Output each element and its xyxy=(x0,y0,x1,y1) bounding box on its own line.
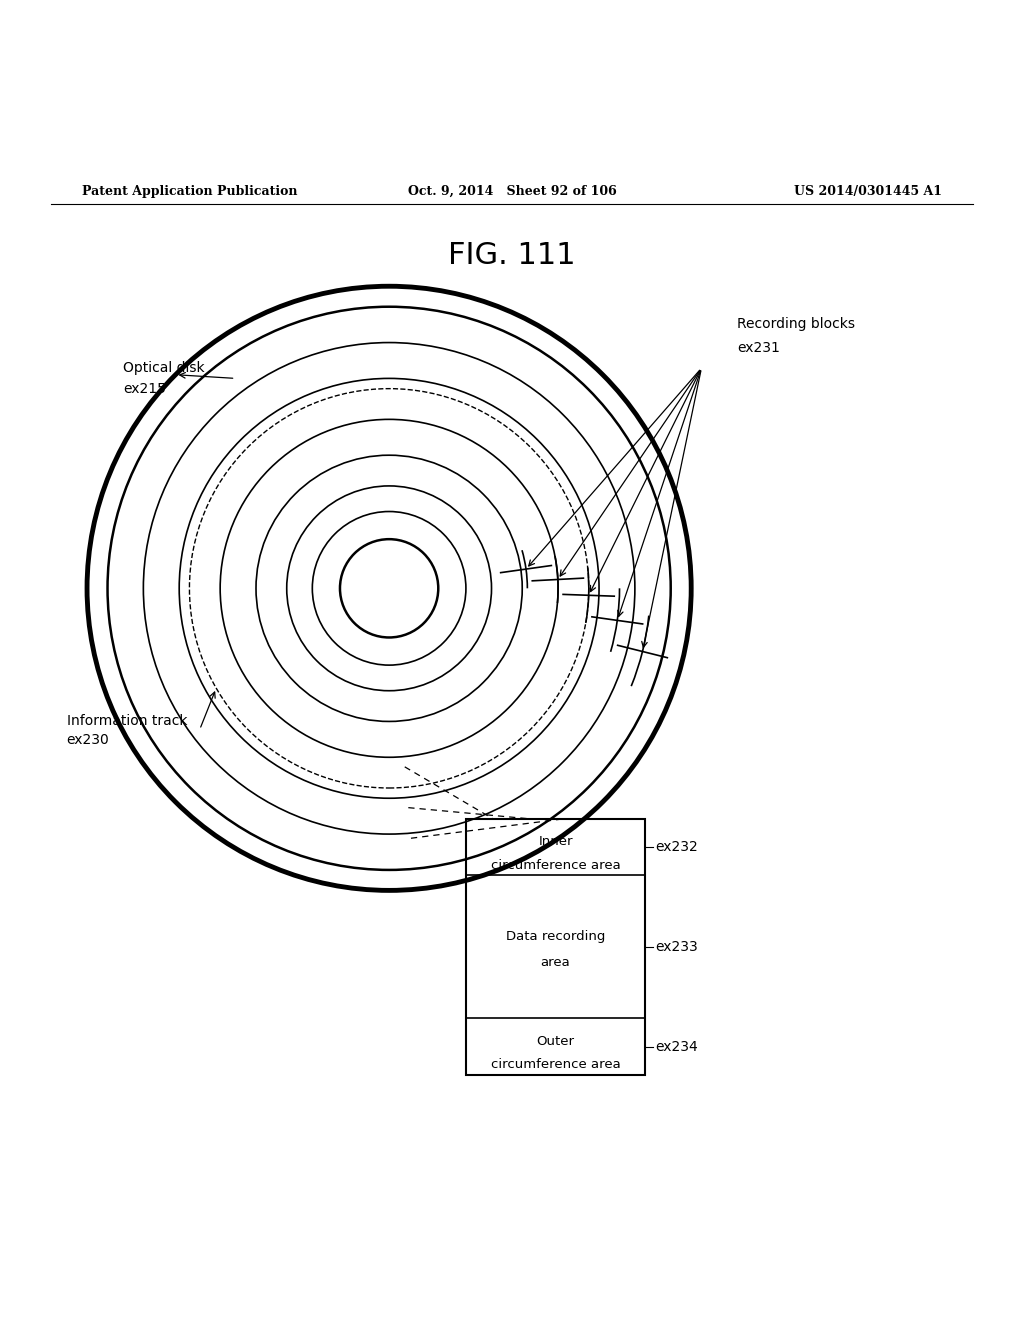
Text: circumference area: circumference area xyxy=(490,859,621,871)
Text: Information track: Information track xyxy=(67,714,187,729)
Text: ex232: ex232 xyxy=(655,840,698,854)
Text: FIG. 111: FIG. 111 xyxy=(449,242,575,271)
Text: circumference area: circumference area xyxy=(490,1059,621,1072)
Text: Data recording: Data recording xyxy=(506,931,605,942)
Text: Inner: Inner xyxy=(539,836,572,849)
Text: Oct. 9, 2014   Sheet 92 of 106: Oct. 9, 2014 Sheet 92 of 106 xyxy=(408,185,616,198)
Text: US 2014/0301445 A1: US 2014/0301445 A1 xyxy=(794,185,942,198)
Text: area: area xyxy=(541,956,570,969)
Text: ex215: ex215 xyxy=(123,381,166,396)
Text: Outer: Outer xyxy=(537,1035,574,1048)
Text: ex231: ex231 xyxy=(737,341,780,355)
Text: Recording blocks: Recording blocks xyxy=(737,317,855,331)
Text: Patent Application Publication: Patent Application Publication xyxy=(82,185,297,198)
Text: ex233: ex233 xyxy=(655,940,698,954)
Text: ex234: ex234 xyxy=(655,1040,698,1053)
Text: ex230: ex230 xyxy=(67,733,110,747)
Text: Optical disk: Optical disk xyxy=(123,362,205,375)
